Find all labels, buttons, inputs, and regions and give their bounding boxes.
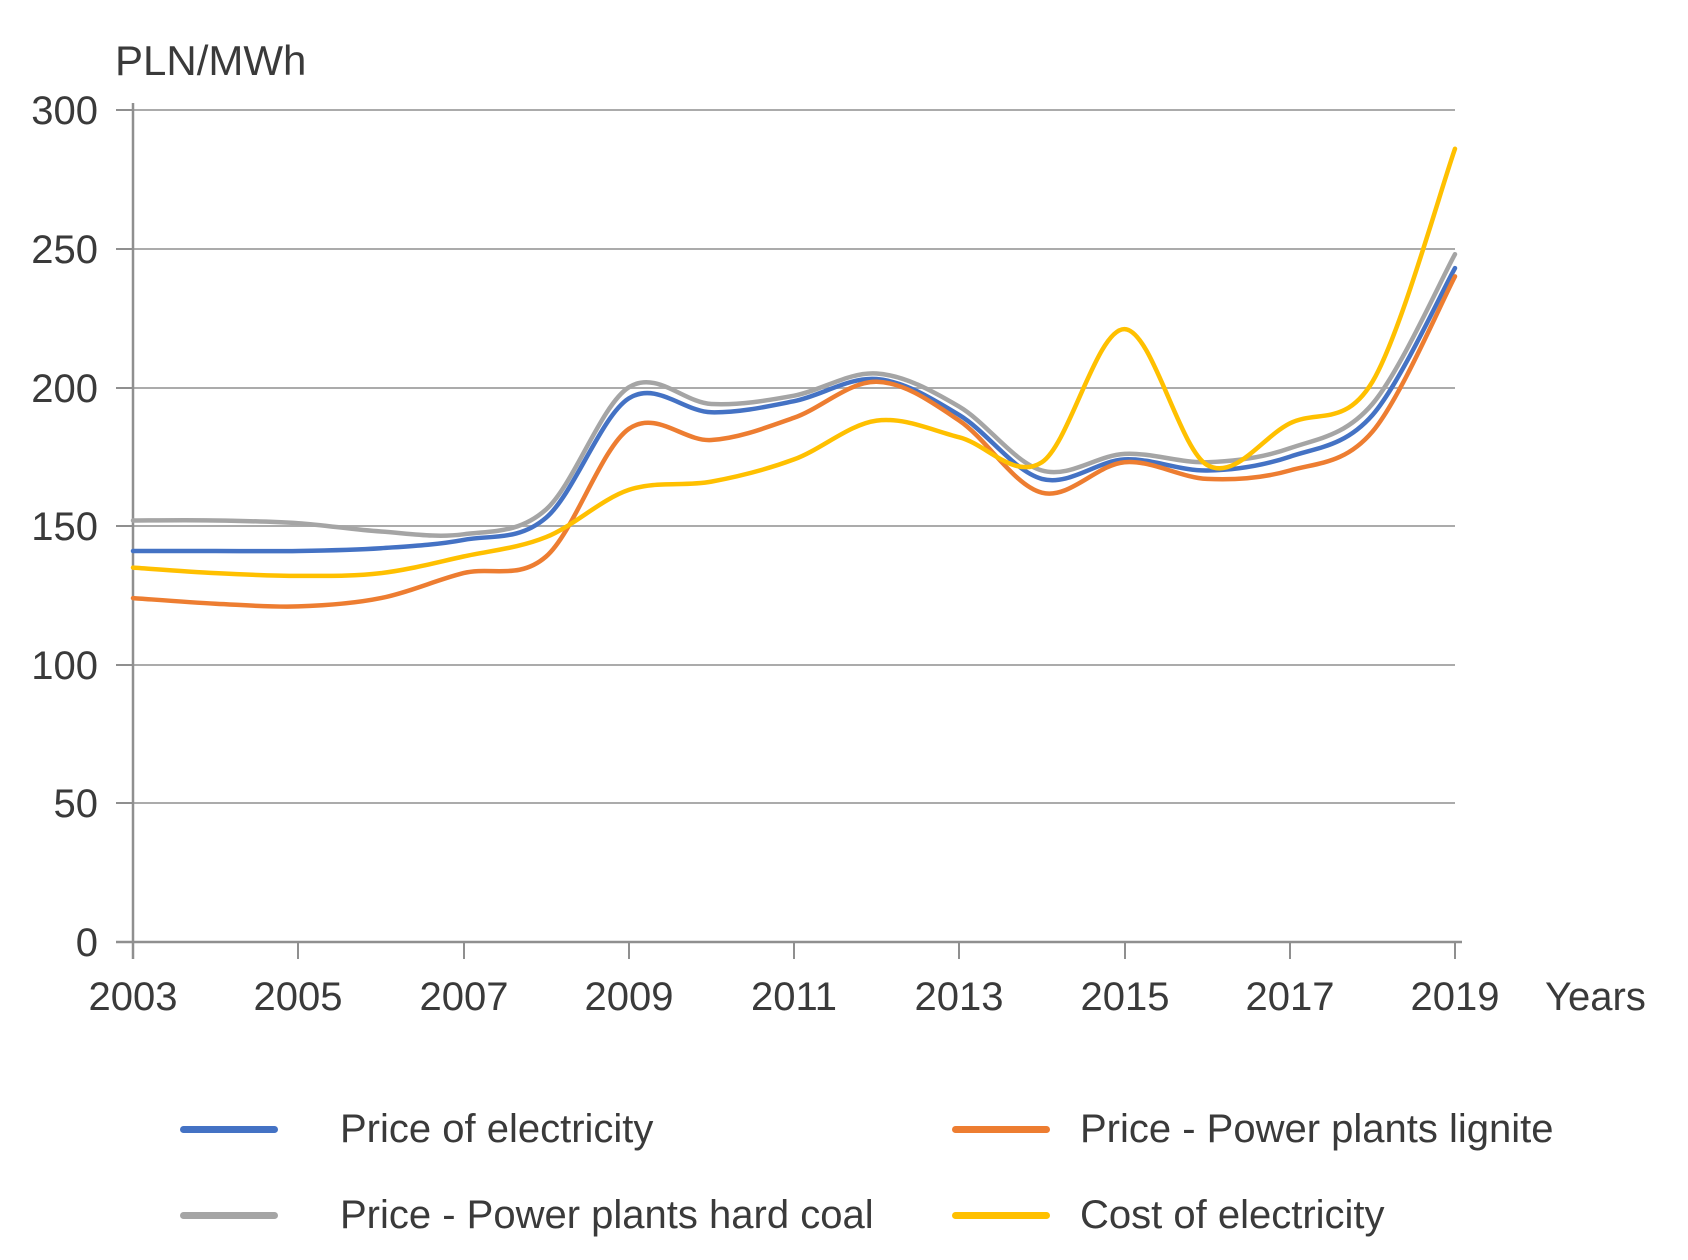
x-tick-label-2013: 2013 (915, 975, 1004, 1019)
legend-label: Price - Power plants lignite (1080, 1106, 1554, 1151)
series-line-price-power-plants-hard-coal (130, 251, 1458, 538)
legend-item-price-power-plants-lignite: Price - Power plants lignite (773, 1086, 1688, 1172)
legend-swatch-gray-line-icon (180, 1211, 278, 1219)
y-tick-label-50: 50 (54, 782, 99, 826)
chart-plot-area: PLN/MWh 300 250 200 150 100 50 0 2003 20… (31, 37, 1646, 1019)
x-tick-label-2007: 2007 (420, 975, 509, 1019)
x-tick-label-2009: 2009 (585, 975, 674, 1019)
y-tick-label-0: 0 (76, 921, 98, 965)
legend-item-price-of-electricity: Price of electricity (0, 1086, 773, 1172)
legend-label: Price - Power plants hard coal (340, 1192, 874, 1237)
series-line-cost-of-electricity (130, 146, 1458, 579)
series-line-price-power-plants-lignite (130, 274, 1458, 609)
series-group (130, 146, 1458, 609)
y-tick-label-200: 200 (31, 367, 98, 411)
legend-item-price-power-plants-hard-coal: Price - Power plants hard coal (0, 1172, 874, 1258)
legend-label: Price of electricity (340, 1106, 654, 1151)
legend-label: Cost of electricity (1080, 1192, 1385, 1237)
x-tick-label-2015: 2015 (1081, 975, 1170, 1019)
x-tick-label-2005: 2005 (254, 975, 343, 1019)
legend-swatch-orange-line-icon (952, 1125, 1050, 1133)
y-tick-label-250: 250 (31, 228, 98, 272)
x-tick-label-2011: 2011 (751, 975, 837, 1019)
legend-item-cost-of-electricity: Cost of electricity (773, 1172, 1688, 1258)
series-line-price-of-electricity (130, 265, 1458, 554)
y-tick-label-300: 300 (31, 89, 98, 133)
chart-legend: Price of electricity Price - Power plant… (0, 1086, 1688, 1258)
legend-swatch-yellow-line-icon (952, 1211, 1050, 1219)
x-tick-label-2003: 2003 (89, 975, 178, 1019)
y-axis-unit-label: PLN/MWh (115, 37, 306, 84)
legend-swatch-blue-line-icon (180, 1125, 278, 1133)
y-tick-label-150: 150 (31, 505, 98, 549)
x-axis-title: Years (1545, 975, 1646, 1019)
x-tick-label-2019: 2019 (1411, 975, 1500, 1019)
x-tick-label-2017: 2017 (1246, 975, 1335, 1019)
y-tick-label-100: 100 (31, 644, 98, 688)
